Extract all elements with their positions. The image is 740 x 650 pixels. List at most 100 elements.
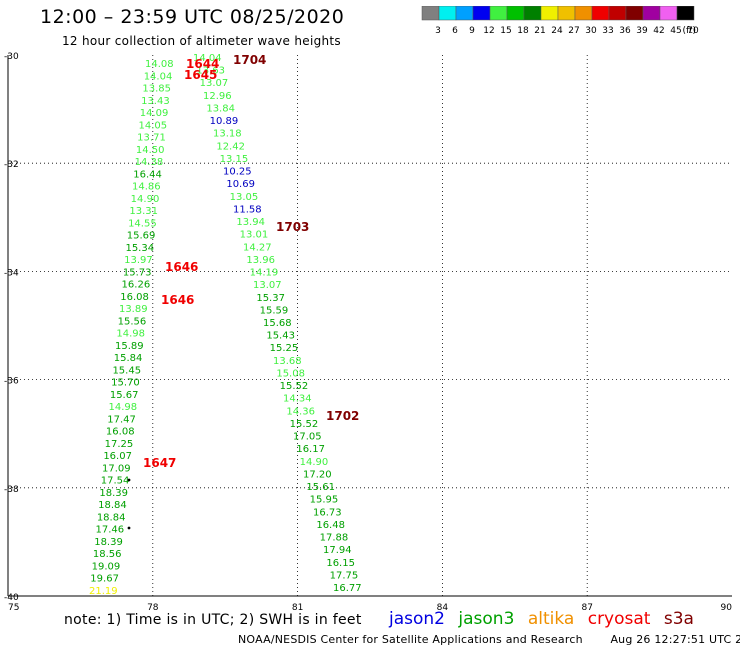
- y-tick-label: -32: [4, 160, 19, 170]
- color-scale: 3 6 9 12 15 18 21 24 27 30 33 36 39 42 45 70(ft): [421, 6, 699, 36]
- map-title: 12:00 – 23:59 UTC 08/25/2020: [40, 6, 345, 28]
- pass-time-label: 1645: [184, 68, 217, 82]
- wave-height-value: 15.52: [280, 381, 309, 392]
- wave-height-value: 17.94: [323, 545, 352, 556]
- wave-height-value: 16.48: [316, 520, 345, 531]
- wave-height-value: 13.63: [196, 66, 225, 77]
- wave-height-value: 21.19: [89, 586, 118, 597]
- wave-height-value: 14.05: [138, 120, 167, 131]
- x-tick-label: 75: [8, 603, 19, 613]
- wave-height-value: 14.98: [116, 329, 145, 340]
- wave-height-value: 15.25: [270, 343, 299, 354]
- wave-height-value: 15.95: [310, 495, 339, 506]
- wave-height-value: 15.67: [110, 390, 139, 401]
- wave-height-value: 15.56: [118, 316, 147, 327]
- legend-altika: altika: [527, 609, 575, 629]
- wave-height-value: 14.90: [131, 194, 160, 205]
- wave-height-value: 18.84: [98, 500, 127, 511]
- wave-height-value: 17.54: [101, 476, 130, 487]
- wave-height-value: 13.68: [273, 356, 302, 367]
- wave-height-value: 16.17: [296, 444, 325, 455]
- scale-label: 30: [585, 26, 597, 36]
- wave-height-value: 16.77: [333, 583, 362, 594]
- wave-height-value: 15.84: [114, 353, 143, 364]
- wave-height-value: 13.71: [137, 133, 166, 144]
- wave-height-value: 14.98: [109, 402, 138, 413]
- scale-label: 24: [551, 26, 563, 36]
- wave-height-value: 13.15: [220, 154, 249, 165]
- legend-jason2: jason2: [389, 609, 445, 629]
- wave-height-value: 13.31: [129, 206, 158, 217]
- footer-credit: NOAA/NESDIS Center for Satellite Applica…: [238, 633, 583, 646]
- wave-height-value: 14.04: [144, 71, 173, 82]
- x-tick-label: 81: [292, 603, 303, 613]
- scale-label: 70: [687, 26, 699, 36]
- scale-label: 27: [568, 26, 579, 36]
- wave-height-value: 17.46: [96, 525, 125, 536]
- wave-height-value: 17.75: [330, 570, 359, 581]
- wave-height-value: 14.38: [135, 157, 164, 168]
- wave-height-value: 10.69: [226, 179, 255, 190]
- pass-time-label: 1704: [233, 53, 266, 67]
- scale-label: 21: [534, 26, 545, 36]
- wave-height-value: 16.08: [120, 292, 149, 303]
- wave-height-value: 13.01: [240, 230, 269, 241]
- wave-height-value: 15.73: [123, 267, 152, 278]
- units-note: note: 1) Time is in UTC; 2) SWH is in fe…: [64, 612, 362, 628]
- wave-height-value: 18.39: [94, 537, 123, 548]
- x-tick-label: 90: [721, 603, 733, 613]
- x-tick-label: 84: [437, 603, 449, 613]
- wave-height-value: 17.88: [320, 533, 349, 544]
- wave-height-value: 17.05: [293, 432, 322, 443]
- scale-unit: (ft): [682, 26, 696, 36]
- wave-height-value: 16.07: [103, 451, 132, 462]
- wave-height-value: 14.27: [243, 242, 272, 253]
- island-dot: [127, 526, 131, 530]
- wave-height-value: 13.07: [200, 78, 229, 89]
- pass-time-label: 1647: [143, 456, 176, 470]
- wave-height-value: 13.94: [236, 217, 265, 228]
- wave-height-value: 10.89: [210, 116, 239, 127]
- wave-height-value: 17.09: [102, 463, 131, 474]
- legend-jason3: jason3: [458, 609, 515, 629]
- x-tick-label: 87: [581, 603, 592, 613]
- wave-height-value: 14.19: [250, 268, 279, 279]
- x-tick-label: 78: [147, 603, 159, 613]
- wave-height-value: 15.89: [115, 341, 144, 352]
- wave-height-value: 13.89: [119, 304, 148, 315]
- wave-height-value: 14.34: [283, 394, 312, 405]
- wave-height-value: 13.96: [246, 255, 275, 266]
- wave-height-value: 12.42: [216, 141, 245, 152]
- wave-height-value: 18.56: [93, 549, 122, 560]
- wave-height-value: 19.09: [92, 561, 121, 572]
- wave-height-value: 15.08: [276, 368, 305, 379]
- wave-height-value: 15.52: [290, 419, 319, 430]
- y-tick-label: -38: [4, 485, 19, 495]
- scale-label: 12: [483, 26, 494, 36]
- footer: NOAA/NESDIS Center for Satellite Applica…: [238, 633, 740, 646]
- wave-height-value: 16.15: [326, 558, 355, 569]
- legend-cryosat: cryosat: [587, 609, 651, 629]
- wave-height-value: 13.84: [206, 103, 235, 114]
- wave-height-value: 15.69: [127, 231, 156, 242]
- wave-height-value: 15.59: [260, 305, 289, 316]
- scale-label: 45: [670, 26, 681, 36]
- wave-height-value: 13.43: [141, 96, 170, 107]
- scale-label: 18: [517, 26, 529, 36]
- wave-height-value: 15.45: [112, 365, 141, 376]
- y-tick-label: -40: [4, 593, 19, 603]
- pass-time-label: 1703: [276, 220, 309, 234]
- wave-height-value: 15.61: [306, 482, 335, 493]
- wave-height-value: 17.47: [107, 414, 136, 425]
- pass-time-label: 1644: [186, 57, 219, 71]
- pass-time-label: 1646: [165, 260, 198, 274]
- scale-swatch: [676, 6, 695, 21]
- wave-height-value: 18.84: [97, 512, 126, 523]
- scale-label: 39: [636, 26, 648, 36]
- wave-height-value: 14.04: [193, 53, 222, 64]
- wave-height-value: 13.18: [213, 129, 242, 140]
- legend-s3a: s3a: [663, 609, 694, 629]
- wave-height-value: 16.73: [313, 507, 342, 518]
- wave-height-value: 17.20: [303, 469, 332, 480]
- wave-height-value: 16.26: [122, 280, 151, 291]
